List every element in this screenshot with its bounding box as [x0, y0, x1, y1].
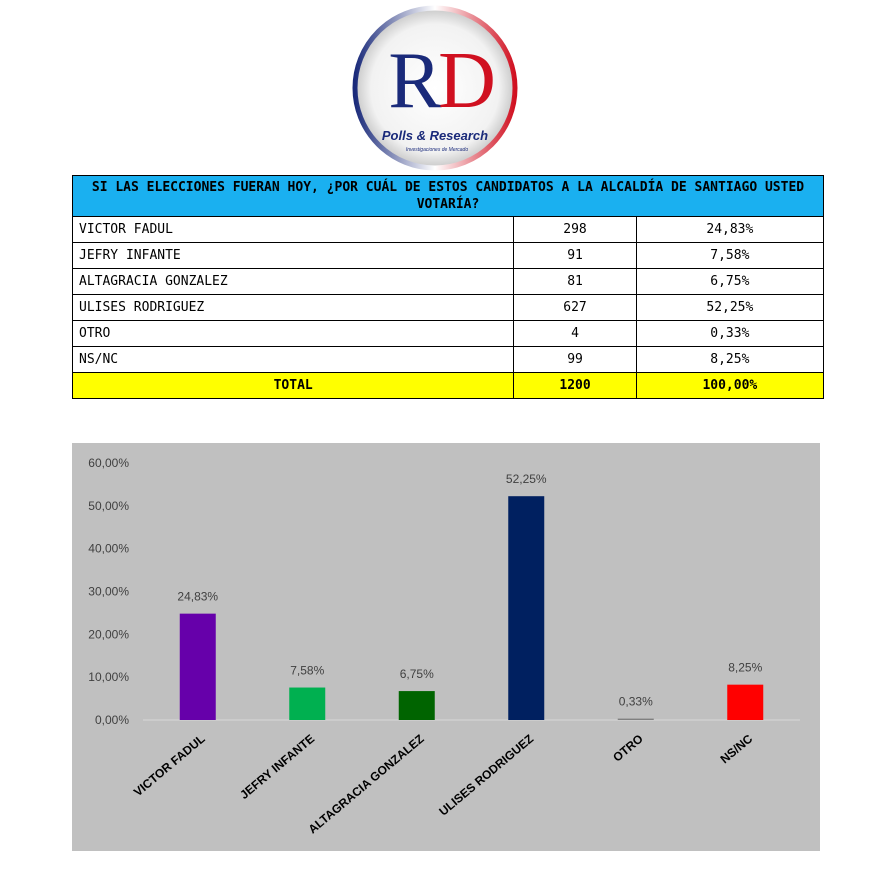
logo-name: Polls & Research — [382, 128, 488, 143]
table-cell: JEFRY INFANTE — [71, 242, 515, 269]
table-cell: 7,58% — [635, 242, 825, 269]
table-title: SI LAS ELECCIONES FUERAN HOY, ¿POR CUÁL … — [72, 175, 824, 217]
table-cell: NS/NC — [71, 346, 515, 373]
title-row: SI LAS ELECCIONES FUERAN HOY, ¿POR CUÁL … — [72, 175, 824, 217]
y-tick-label: 60,00% — [88, 456, 129, 470]
logo-tagline: Investigaciones de Mercado — [406, 147, 468, 153]
table-cell: 627 — [513, 294, 637, 321]
table-cell: 24,83% — [635, 216, 825, 243]
logo-ring — [352, 5, 518, 171]
x-tick-label: ALTAGRACIA GONZALEZ — [306, 732, 427, 837]
value-label: 7,58% — [290, 664, 324, 678]
table-row: JEFRY INFANTE 91 7,58% — [71, 242, 825, 269]
table-cell: ULISES RODRIGUEZ — [71, 294, 515, 321]
y-tick-label: 0,00% — [95, 713, 129, 727]
results-table: SI LAS ELECCIONES FUERAN HOY, ¿POR CUÁL … — [71, 175, 825, 399]
total-cell: 1200 — [513, 372, 637, 399]
table-cell: 6,75% — [635, 268, 825, 295]
value-label: 0,33% — [619, 695, 653, 709]
y-tick-label: 20,00% — [88, 627, 129, 641]
table-row: VICTOR FADUL 298 24,83% — [71, 216, 825, 243]
y-tick-label: 40,00% — [88, 542, 129, 556]
bar — [289, 687, 326, 720]
table-cell: 81 — [513, 268, 637, 295]
logo-letter: R — [388, 37, 442, 125]
value-label: 6,75% — [400, 667, 434, 681]
logo: R D Polls & Research Investigaciones de … — [352, 5, 518, 171]
x-tick-label: ULISES RODRIGUEZ — [436, 732, 536, 819]
table-cell: 99 — [513, 346, 637, 373]
table-cell: ALTAGRACIA GONZALEZ — [71, 268, 515, 295]
table-cell: OTRO — [71, 320, 515, 347]
value-label: 52,25% — [506, 472, 547, 486]
x-tick-label: NS/NC — [718, 731, 756, 766]
bar — [617, 718, 654, 720]
table-cell: 52,25% — [635, 294, 825, 321]
bar — [727, 684, 764, 720]
chart-area — [72, 443, 820, 851]
table-cell: 4 — [513, 320, 637, 347]
table-cell: 91 — [513, 242, 637, 269]
bar — [179, 613, 216, 720]
total-cell: 100,00% — [635, 372, 825, 399]
bar — [508, 496, 545, 720]
y-tick-label: 10,00% — [88, 670, 129, 684]
x-tick-label: JEFRY INFANTE — [237, 732, 317, 802]
total-row: TOTAL 1200 100,00% — [71, 372, 825, 399]
table-row: NS/NC 99 8,25% — [71, 346, 825, 373]
table-row: ULISES RODRIGUEZ 627 52,25% — [71, 294, 825, 321]
table-cell: 8,25% — [635, 346, 825, 373]
table-row: ALTAGRACIA GONZALEZ 81 6,75% — [71, 268, 825, 295]
bar — [398, 691, 435, 720]
total-cell: TOTAL — [71, 372, 515, 399]
table-cell: 0,33% — [635, 320, 825, 347]
x-tick-label: OTRO — [610, 732, 646, 765]
x-tick-label: VICTOR FADUL — [131, 732, 208, 800]
value-label: 8,25% — [728, 661, 762, 675]
y-tick-label: 50,00% — [88, 499, 129, 513]
table-cell: VICTOR FADUL — [71, 216, 515, 243]
table-row: OTRO 4 0,33% — [71, 320, 825, 347]
y-tick-label: 30,00% — [88, 585, 129, 599]
value-label: 24,83% — [177, 590, 218, 604]
logo-letter: D — [438, 37, 496, 125]
table-cell: 298 — [513, 216, 637, 243]
